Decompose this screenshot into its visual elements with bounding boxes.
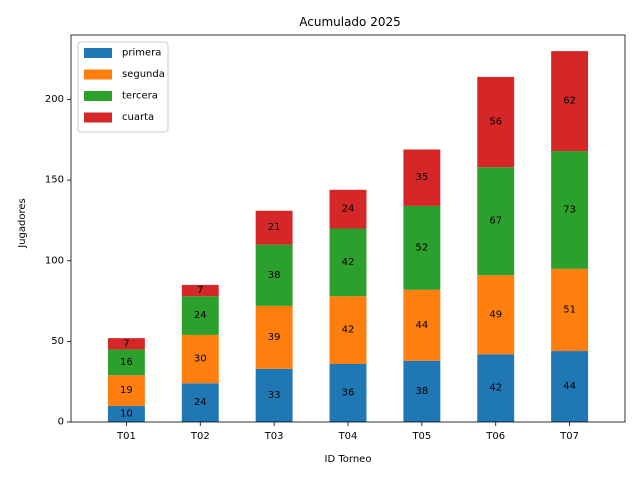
bar-segunda-T03 (255, 305, 293, 369)
x-tick-label: T04 (338, 431, 358, 442)
bar-primera-T05 (403, 360, 441, 422)
data-label-primera-T05: 38 (415, 386, 428, 397)
x-tick-label: T07 (559, 431, 579, 442)
y-tick-label: 0 (58, 417, 64, 428)
data-label-primera-T01: 10 (120, 408, 133, 419)
bar-cuarta-T02 (181, 284, 219, 297)
bar-cuarta-T07 (551, 51, 589, 152)
chart-title: Acumulado 2025 (299, 15, 401, 29)
bar-primera-T04 (329, 363, 367, 422)
bar-primera-T01 (107, 405, 145, 422)
legend-swatch-primera (84, 48, 112, 58)
bar-primera-T02 (181, 383, 219, 422)
bar-tercera-T07 (551, 151, 589, 269)
x-tick-label: T03 (264, 431, 284, 442)
bar-primera-T03 (255, 368, 293, 422)
legend-swatch-cuarta (84, 112, 112, 123)
data-label-cuarta-T04: 24 (342, 204, 355, 215)
data-label-tercera-T03: 38 (268, 270, 281, 281)
data-label-segunda-T07: 51 (563, 304, 576, 315)
legend-label-cuarta: cuarta (122, 112, 154, 123)
y-tick-label: 100 (45, 255, 64, 266)
data-label-tercera-T02: 24 (194, 310, 207, 321)
y-tick-label: 50 (51, 336, 64, 347)
bar-tercera-T02 (181, 296, 219, 335)
data-label-cuarta-T06: 56 (489, 117, 502, 128)
bar-cuarta-T01 (107, 338, 145, 350)
bar-tercera-T01 (107, 349, 145, 376)
data-label-cuarta-T02: 7 (197, 285, 203, 296)
data-label-primera-T02: 24 (194, 397, 207, 408)
plot-area: 10 19 16 7 24 30 24 7 33 39 38 21 36 42 42 24 38 44 52 35 42… (45, 34, 626, 442)
legend: primera segunda tercera cuarta (77, 41, 169, 133)
bar-tercera-T05 (403, 205, 441, 290)
data-label-tercera-T06: 67 (489, 216, 502, 227)
bar-segunda-T05 (403, 289, 441, 361)
y-tick-label: 150 (45, 175, 64, 186)
legend-label-primera: primera (122, 48, 161, 59)
legend-box (77, 41, 169, 133)
x-tick-label: T06 (485, 431, 505, 442)
data-label-segunda-T03: 39 (268, 332, 281, 343)
bar-primera-T06 (477, 354, 515, 422)
data-label-cuarta-T05: 35 (415, 172, 428, 183)
y-axis-label: Jugadores (17, 198, 28, 248)
x-axis-label: ID Torneo (325, 454, 372, 465)
data-label-primera-T07: 44 (563, 381, 576, 392)
bar-tercera-T04 (329, 228, 367, 297)
data-label-segunda-T01: 19 (120, 385, 133, 396)
data-label-primera-T04: 36 (342, 387, 355, 398)
x-tick-label: T01 (116, 431, 136, 442)
data-label-cuarta-T01: 7 (123, 338, 129, 349)
bar-tercera-T03 (255, 244, 293, 306)
bar-segunda-T04 (329, 296, 367, 364)
bar-segunda-T06 (477, 275, 515, 355)
data-label-segunda-T06: 49 (489, 309, 502, 320)
legend-swatch-segunda (84, 69, 112, 80)
data-label-primera-T06: 42 (489, 383, 502, 394)
data-label-tercera-T07: 73 (563, 204, 576, 215)
legend-swatch-tercera (84, 91, 112, 101)
data-label-cuarta-T07: 62 (563, 96, 576, 107)
bar-segunda-T01 (107, 375, 145, 406)
data-label-cuarta-T03: 21 (268, 222, 281, 233)
data-label-primera-T03: 33 (268, 390, 281, 401)
bar-cuarta-T06 (477, 76, 515, 168)
bar-cuarta-T03 (255, 210, 293, 245)
data-label-tercera-T01: 16 (120, 357, 133, 368)
bar-cuarta-T05 (403, 149, 441, 206)
bar-segunda-T07 (551, 268, 589, 352)
legend-label-segunda: segunda (122, 69, 165, 80)
bar-segunda-T02 (181, 334, 219, 384)
data-label-segunda-T04: 42 (342, 325, 355, 336)
data-label-segunda-T02: 30 (194, 354, 207, 365)
x-tick-label: T05 (411, 431, 431, 442)
bar-primera-T07 (551, 351, 589, 422)
data-label-tercera-T05: 52 (415, 242, 428, 253)
legend-label-tercera: tercera (122, 91, 158, 102)
data-label-segunda-T05: 44 (415, 320, 428, 331)
data-label-tercera-T04: 42 (342, 257, 355, 268)
x-tick-label: T02 (190, 431, 210, 442)
bar-tercera-T06 (477, 167, 515, 276)
bar-cuarta-T04 (329, 189, 367, 229)
y-tick-label: 200 (45, 94, 64, 105)
